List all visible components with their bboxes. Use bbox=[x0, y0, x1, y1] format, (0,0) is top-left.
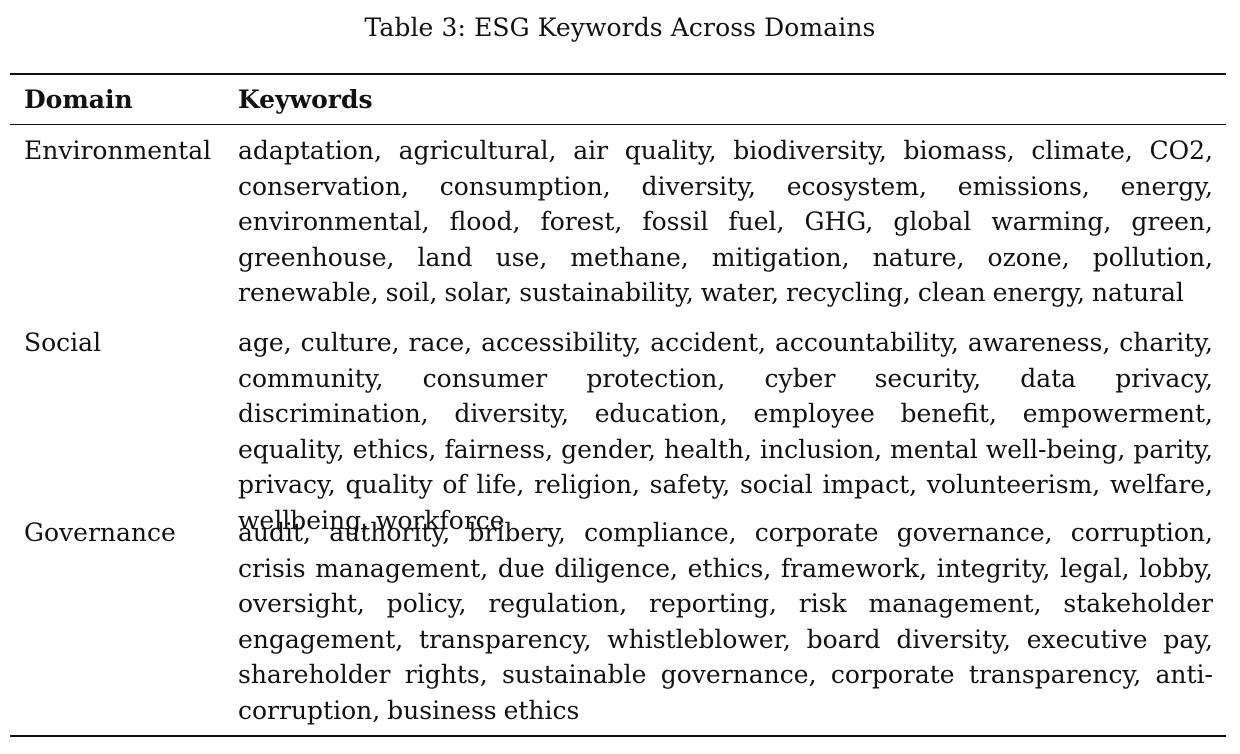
domain-cell: Social bbox=[24, 328, 102, 357]
table-header-row: Domain Keywords bbox=[10, 83, 1226, 117]
bottom-rule bbox=[10, 735, 1226, 737]
table-caption: Table 3: ESG Keywords Across Domains bbox=[364, 13, 876, 42]
keywords-cell: age, culture, race, accessibility, accid… bbox=[238, 328, 1213, 535]
header-keywords: Keywords bbox=[238, 85, 373, 114]
domain-cell: Governance bbox=[24, 518, 176, 547]
domain-cell: Environmental bbox=[24, 136, 212, 165]
keywords-cell: audit, authority, bribery, compliance, c… bbox=[238, 518, 1213, 725]
top-rule bbox=[10, 73, 1226, 75]
keywords-cell: adaptation, agricultural, air quality, b… bbox=[238, 136, 1213, 308]
header-rule bbox=[10, 124, 1226, 125]
header-domain: Domain bbox=[24, 85, 133, 114]
